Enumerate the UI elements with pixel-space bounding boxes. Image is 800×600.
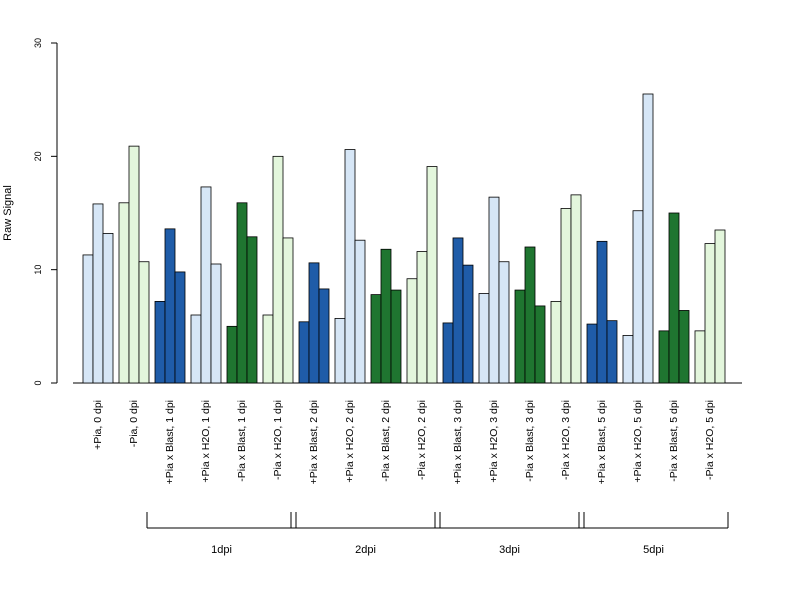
category-label: +Pia x Blast, 2 dpi — [308, 400, 320, 484]
bar — [694, 330, 706, 384]
bar — [354, 239, 366, 384]
bar — [560, 208, 572, 384]
bar — [210, 263, 222, 384]
bar — [164, 228, 176, 384]
y-axis-title: Raw Signal — [2, 185, 14, 241]
bar — [154, 300, 166, 384]
bar — [524, 246, 536, 384]
bar — [442, 322, 454, 384]
bar — [190, 314, 202, 384]
category-label: +Pia x H2O, 3 dpi — [488, 400, 500, 483]
bar — [298, 321, 310, 384]
bar — [308, 262, 320, 384]
category-label: -Pia x Blast, 5 dpi — [668, 400, 680, 482]
bar — [570, 194, 582, 384]
bar — [370, 294, 382, 384]
bar — [102, 232, 114, 384]
bar — [586, 323, 598, 384]
bar — [452, 237, 464, 384]
bar — [622, 334, 634, 384]
bar — [462, 264, 474, 384]
y-tick-label: 0 — [33, 380, 43, 385]
bar — [678, 310, 690, 384]
bar — [668, 212, 680, 384]
bar — [534, 305, 546, 384]
bar — [478, 293, 490, 384]
group-label: 5dpi — [643, 544, 664, 556]
category-label: +Pia x H2O, 1 dpi — [200, 400, 212, 483]
category-label: +Pia x Blast, 5 dpi — [596, 400, 608, 484]
bar — [514, 289, 526, 384]
bar — [334, 317, 346, 384]
bar — [262, 314, 274, 384]
bar — [344, 149, 356, 384]
group-brackets: 1dpi 2dpi 3dpi 5dpi — [146, 512, 729, 556]
bar — [82, 254, 94, 384]
bar — [138, 261, 150, 384]
bar — [550, 300, 562, 384]
bar — [246, 236, 258, 384]
category-label: -Pia x H2O, 1 dpi — [272, 400, 284, 480]
bar — [498, 261, 510, 384]
category-label: -Pia, 0 dpi — [128, 400, 140, 447]
bar — [606, 320, 618, 384]
bar — [488, 196, 500, 384]
bar — [632, 210, 644, 384]
bar — [128, 145, 140, 384]
category-labels: +Pia, 0 dpi -Pia, 0 dpi +Pia x Blast, 1 dp… — [92, 400, 716, 484]
bar — [118, 202, 130, 384]
group-label: 3dpi — [499, 544, 520, 556]
category-label: -Pia x H2O, 5 dpi — [704, 400, 716, 480]
group-label: 2dpi — [355, 544, 376, 556]
category-label: +Pia x H2O, 2 dpi — [344, 400, 356, 483]
bar — [318, 288, 330, 384]
bar — [174, 271, 186, 384]
category-label: +Pia, 0 dpi — [92, 400, 104, 450]
group-label: 1dpi — [211, 544, 232, 556]
bar — [272, 155, 284, 384]
bar — [92, 203, 104, 384]
bar — [282, 237, 294, 384]
category-label: +Pia x H2O, 5 dpi — [632, 400, 644, 483]
bar — [704, 243, 716, 384]
category-label: -Pia x Blast, 2 dpi — [380, 400, 392, 482]
y-tick-label: 20 — [33, 151, 43, 161]
category-label: -Pia x H2O, 2 dpi — [416, 400, 428, 480]
category-label: +Pia x Blast, 3 dpi — [452, 400, 464, 484]
bars-layer — [82, 93, 726, 384]
bar — [380, 248, 392, 384]
bar — [226, 325, 238, 384]
bar — [658, 330, 670, 384]
bar — [426, 166, 438, 384]
bar — [406, 278, 418, 384]
y-axis: 0 10 20 30 — [33, 38, 58, 386]
category-label: -Pia x Blast, 1 dpi — [236, 400, 248, 482]
category-label: -Pia x H2O, 3 dpi — [560, 400, 572, 480]
bar — [714, 229, 726, 384]
y-tick-label: 10 — [33, 265, 43, 275]
bar — [416, 251, 428, 384]
bar — [200, 186, 212, 384]
category-label: -Pia x Blast, 3 dpi — [524, 400, 536, 482]
y-tick-label: 30 — [33, 38, 43, 48]
category-label: +Pia x Blast, 1 dpi — [164, 400, 176, 484]
bar — [642, 93, 654, 384]
bar — [596, 240, 608, 384]
bar — [390, 289, 402, 384]
bar — [236, 202, 248, 384]
